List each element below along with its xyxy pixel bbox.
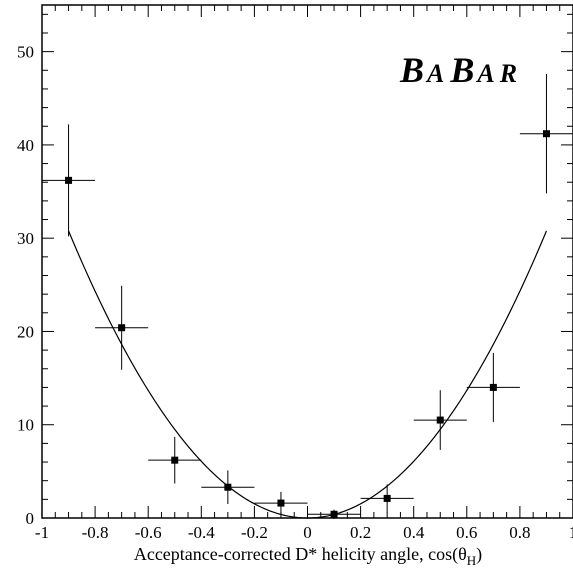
point-marker (118, 324, 126, 332)
x-tick-label: 0.2 (350, 523, 371, 542)
x-tick-label: -0.8 (82, 523, 109, 542)
x-axis-label-close: ) (476, 544, 482, 565)
point-marker (436, 416, 444, 424)
data-point (95, 285, 149, 370)
y-tick-label: 0 (26, 509, 35, 528)
x-tick-label: -0.2 (241, 523, 268, 542)
x-tick-label: -0.4 (188, 523, 215, 542)
logo-letter-r: R (499, 59, 517, 88)
x-tick-label: 0.8 (509, 523, 530, 542)
fit-curve (67, 230, 548, 519)
point-marker (171, 456, 179, 464)
x-axis-label-subscript: H (467, 553, 476, 568)
x-axis-label: Acceptance-corrected D* helicity angle, … (134, 544, 482, 568)
x-axis: -1 -0.8 -0.6 -0.4 -0.2 0 0.2 0.4 0.6 0.8 1 (35, 5, 573, 542)
logo-letter-b2: B (449, 50, 474, 90)
y-tick-label: 50 (17, 43, 34, 62)
data-point (413, 390, 467, 450)
y-tick-label: 10 (17, 416, 34, 435)
x-tick-label: 0.4 (403, 523, 425, 542)
y-tick-label: 30 (17, 229, 34, 248)
point-marker (330, 510, 338, 518)
x-tick-label: 1 (569, 523, 573, 542)
point-marker (277, 499, 285, 507)
y-axis: 0 10 20 30 40 50 (17, 13, 573, 528)
x-tick-label: 0 (303, 523, 312, 542)
data-point (360, 484, 414, 513)
data-point (307, 509, 361, 519)
logo-letter-a2: A (475, 59, 494, 88)
point-marker (65, 176, 73, 184)
point-marker (224, 483, 232, 491)
data-point (42, 124, 96, 237)
logo-letter-a1: A (425, 59, 444, 88)
x-tick-label: -1 (35, 523, 49, 542)
x-tick-label: -0.6 (135, 523, 162, 542)
y-tick-label: 40 (17, 136, 34, 155)
data-point (466, 352, 520, 422)
data-point (519, 74, 573, 194)
data-point (201, 470, 255, 505)
point-marker (489, 383, 497, 391)
y-tick-label: 20 (17, 322, 34, 341)
point-marker (542, 130, 550, 138)
x-tick-label: 0.6 (456, 523, 477, 542)
data-point (254, 491, 308, 515)
data-points (42, 74, 573, 519)
data-point (148, 436, 202, 484)
logo-letter-b1: B (399, 50, 424, 90)
point-marker (383, 494, 391, 502)
